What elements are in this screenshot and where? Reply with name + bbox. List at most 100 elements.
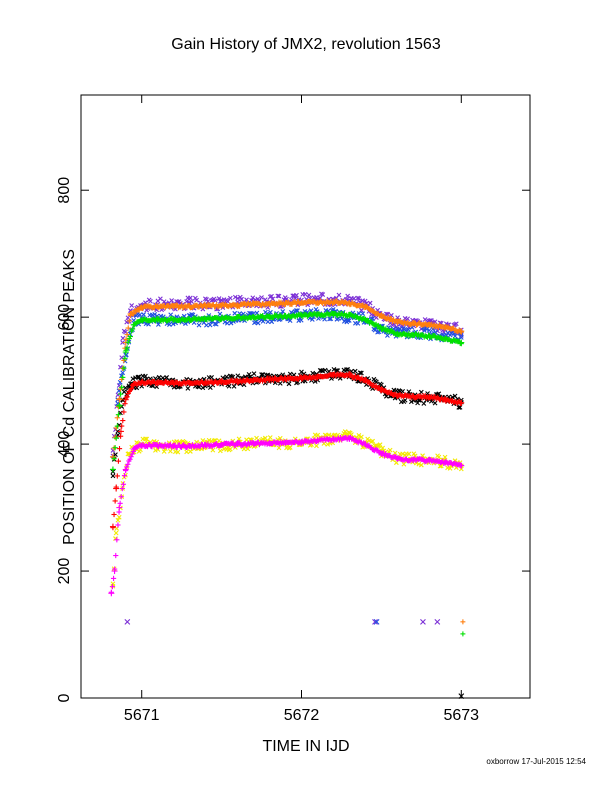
data-point: [113, 552, 119, 559]
data-point: [116, 504, 123, 511]
data-point: [330, 371, 337, 378]
data-point: [346, 312, 353, 319]
outlier-point: [458, 693, 465, 699]
data-point: [124, 345, 130, 351]
data-point: [148, 298, 153, 304]
data-point: [125, 461, 131, 467]
data-point: [186, 380, 193, 387]
data-point: [116, 446, 123, 452]
data-point: [377, 442, 383, 448]
data-point: [121, 365, 127, 371]
outlier-point: [373, 618, 380, 625]
data-point: [226, 383, 232, 389]
data-point: [216, 438, 222, 444]
data-point: [113, 435, 119, 441]
data-point: [426, 321, 433, 328]
data-point: [421, 401, 427, 406]
data-point: [254, 435, 259, 441]
data-point: [335, 432, 341, 438]
data-point: [126, 451, 132, 457]
data-point: [266, 376, 273, 383]
data-point: [374, 379, 379, 385]
data-point: [108, 590, 115, 597]
data-point: [378, 312, 385, 319]
data-point: [154, 316, 161, 323]
data-point: [453, 321, 459, 327]
data-point: [120, 481, 127, 487]
data-point: [167, 322, 172, 328]
data-point: [122, 349, 129, 356]
data-point: [125, 325, 131, 331]
data-point: [280, 309, 286, 314]
data-point: [405, 327, 411, 332]
series-5: [109, 310, 465, 473]
data-point: [109, 523, 116, 530]
data-point: [216, 296, 222, 301]
data-point: [138, 379, 145, 386]
data-point: [240, 311, 246, 317]
data-point: [378, 450, 385, 457]
data-point: [200, 385, 206, 391]
data-point: [218, 302, 225, 309]
data-point: [217, 311, 223, 317]
data-point: [115, 458, 122, 464]
data-point: [120, 417, 126, 424]
data-point: [346, 318, 352, 323]
data-point: [380, 445, 386, 451]
data-point: [426, 457, 433, 464]
y-tick-label: 200: [56, 558, 73, 585]
data-point: [385, 311, 391, 317]
data-point: [111, 456, 117, 462]
data-point: [129, 303, 135, 308]
x-tick-label: 5672: [284, 707, 320, 724]
data-point: [298, 299, 305, 306]
data-point: [204, 322, 209, 328]
outlier-point: [124, 618, 131, 625]
data-point: [184, 449, 190, 455]
data-point: [141, 312, 146, 317]
data-point: [357, 370, 363, 376]
data-point: [210, 447, 216, 453]
data-point: [127, 456, 133, 462]
data-point: [224, 374, 229, 380]
data-point: [306, 292, 312, 298]
data-point: [136, 374, 142, 380]
data-point: [128, 385, 135, 392]
data-point: [362, 304, 369, 311]
data-point: [228, 320, 234, 326]
data-point: [119, 355, 125, 361]
data-point: [111, 568, 118, 575]
data-point: [317, 295, 323, 301]
data-point: [138, 442, 145, 449]
data-point: [225, 299, 231, 304]
data-point: [430, 326, 436, 332]
data-point: [251, 371, 257, 377]
data-point: [114, 423, 120, 429]
data-point: [276, 293, 282, 299]
data-point: [186, 303, 193, 310]
outlier-point: [420, 618, 426, 625]
data-point: [115, 522, 121, 528]
data-point: [410, 456, 417, 463]
data-point: [359, 370, 364, 376]
data-point: [387, 447, 393, 453]
data-point: [359, 434, 364, 440]
data-point: [406, 389, 412, 394]
chart-title: Gain History of JMX2, revolution 1563: [171, 36, 441, 53]
data-point: [410, 320, 417, 327]
data-point: [187, 295, 193, 301]
outlier-point: [372, 618, 378, 625]
data-point: [112, 434, 118, 440]
data-point: [442, 324, 449, 331]
data-point: [313, 306, 319, 312]
data-point: [282, 312, 289, 319]
data-point: [170, 443, 177, 450]
data-point: [186, 316, 193, 323]
data-point: [375, 443, 381, 449]
data-point: [154, 442, 161, 449]
data-point: [115, 517, 121, 523]
data-point: [287, 445, 293, 450]
data-point: [154, 303, 161, 310]
data-point: [119, 485, 125, 492]
